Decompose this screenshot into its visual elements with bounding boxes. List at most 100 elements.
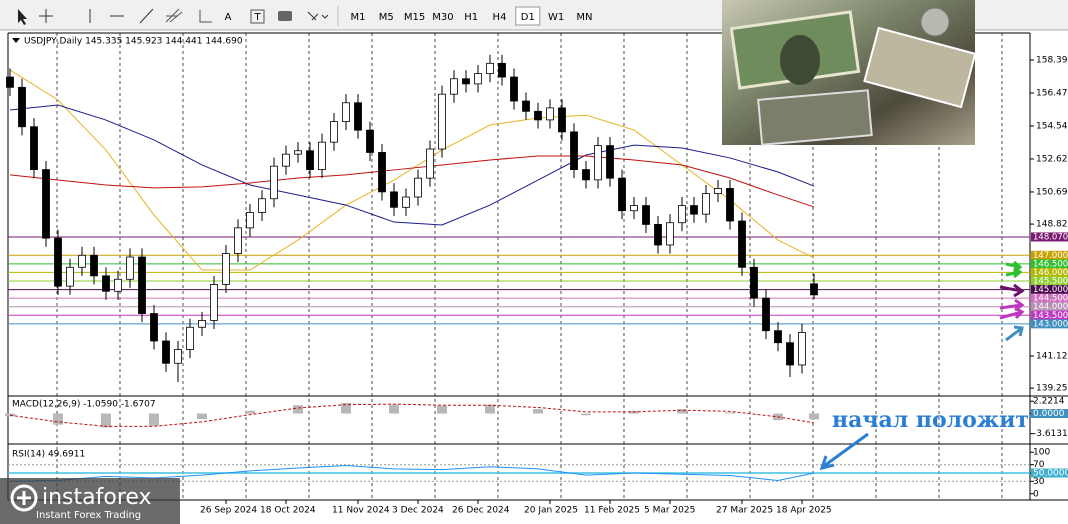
macd-bar [53, 413, 63, 425]
level-label: 145.000 [1033, 285, 1068, 295]
shape-tool[interactable] [278, 11, 292, 21]
macd-bar [725, 412, 735, 414]
candle-body [186, 326, 194, 350]
x-tick-label: 11 Nov 2024 [332, 506, 390, 516]
macd-bar [581, 413, 591, 416]
candle-body [42, 169, 50, 239]
crosshair-tool[interactable] [39, 9, 53, 23]
candle-body [798, 332, 806, 366]
y-tick-label: 0.0000 [1033, 409, 1065, 419]
y-tick-label: 2.2214 [1033, 397, 1065, 407]
timeframe-button[interactable]: M30 [432, 12, 453, 23]
candle-body [786, 342, 794, 366]
label-tool-box [250, 9, 265, 24]
candle-body [54, 237, 62, 287]
macd-bar [485, 404, 495, 414]
candle-body [150, 313, 158, 342]
label-tool[interactable]: T [253, 12, 261, 23]
channel-tool[interactable] [199, 10, 212, 23]
x-tick-label: 11 Feb 2025 [584, 506, 640, 516]
timeframe-button[interactable]: M5 [379, 12, 394, 23]
trendline-tool[interactable] [139, 8, 154, 24]
y-tick-label: 50.0000 [1033, 469, 1068, 479]
candle-body [654, 224, 662, 246]
candle-body [354, 102, 362, 131]
x-tick-label: 20 Jan 2025 [524, 506, 578, 516]
level-label-bg [1031, 267, 1068, 277]
banknote [863, 26, 977, 109]
level-label: 147.000 [1033, 251, 1068, 261]
macd-bar [245, 410, 255, 414]
coin [920, 7, 950, 37]
candle-body [102, 275, 110, 292]
candle-body [738, 220, 746, 268]
y-tick-label: 30 [1033, 477, 1045, 487]
timeframe-button[interactable]: MN [576, 12, 592, 23]
level-label-bg [1031, 293, 1068, 303]
arrows-tool[interactable] [307, 11, 329, 21]
candle-body [666, 222, 674, 246]
level-arrows [999, 260, 1025, 342]
candle-body [774, 330, 782, 344]
timeframe-button[interactable]: H4 [493, 12, 507, 23]
active-timeframe [515, 6, 541, 26]
annotation: начал положит [832, 407, 1029, 433]
timeframe-button[interactable]: M1 [351, 12, 366, 23]
y-tick-label: 154.545 [1036, 121, 1068, 131]
candle-body [450, 78, 458, 95]
x-tick-label: 18 Oct 2024 [260, 506, 316, 516]
level-label-bg [1031, 302, 1068, 312]
macd-bar [437, 405, 447, 414]
fibo-tool[interactable] [165, 8, 183, 23]
macd-bar [533, 409, 543, 414]
moving-average [9, 155, 815, 208]
y-tick-label: 158.395 [1036, 55, 1068, 65]
candle-body [570, 131, 578, 170]
macd-bar [809, 413, 819, 420]
candle-body [486, 62, 494, 75]
y-tick-label: 152.620 [1036, 154, 1068, 164]
y-tick-label: 70 [1033, 460, 1045, 470]
candle-body [210, 284, 218, 321]
text-tool[interactable]: A [225, 12, 232, 23]
macd-bar [5, 413, 15, 417]
y-tick-label: 141.125 [1036, 351, 1068, 361]
arrow [1005, 266, 1023, 279]
rsi-label-bg [1031, 468, 1068, 478]
timeframe-button[interactable]: D1 [521, 12, 535, 23]
candle-body [534, 110, 542, 121]
timeframe-button[interactable]: W1 [548, 12, 564, 23]
candle-body [246, 212, 254, 229]
timeframe-button[interactable]: H1 [464, 12, 478, 23]
candle-body [558, 107, 566, 133]
candle-body [174, 349, 182, 364]
level-label-bg [1031, 250, 1068, 260]
level-label: 148.070 [1033, 232, 1068, 242]
candle-body [234, 227, 242, 254]
candle-body [414, 177, 422, 198]
candle-body [18, 86, 26, 128]
candle-body [690, 205, 698, 215]
level-label: 146.000 [1033, 268, 1068, 278]
cursor-tool[interactable] [18, 9, 27, 25]
logo-mark [17, 491, 31, 505]
candle-body [138, 256, 146, 314]
arrow [999, 306, 1025, 320]
timeframe-button[interactable]: M15 [404, 12, 425, 23]
candle-body [750, 266, 758, 299]
candle-body [594, 145, 602, 181]
candle-body [630, 205, 638, 212]
candle-body [390, 191, 398, 208]
photo [722, 0, 977, 146]
y-tick-label: -3.6131 [1033, 429, 1068, 439]
y-tick-label: 139.250 [1036, 384, 1068, 394]
candle-body [258, 198, 266, 213]
y-tick-label: 148.820 [1036, 220, 1068, 230]
candle-body [606, 145, 614, 179]
rsi-title: RSI(14) 49.6911 [12, 450, 85, 460]
candle-body [198, 320, 206, 328]
candle-body [114, 278, 122, 292]
level-label-bg [1031, 310, 1068, 320]
